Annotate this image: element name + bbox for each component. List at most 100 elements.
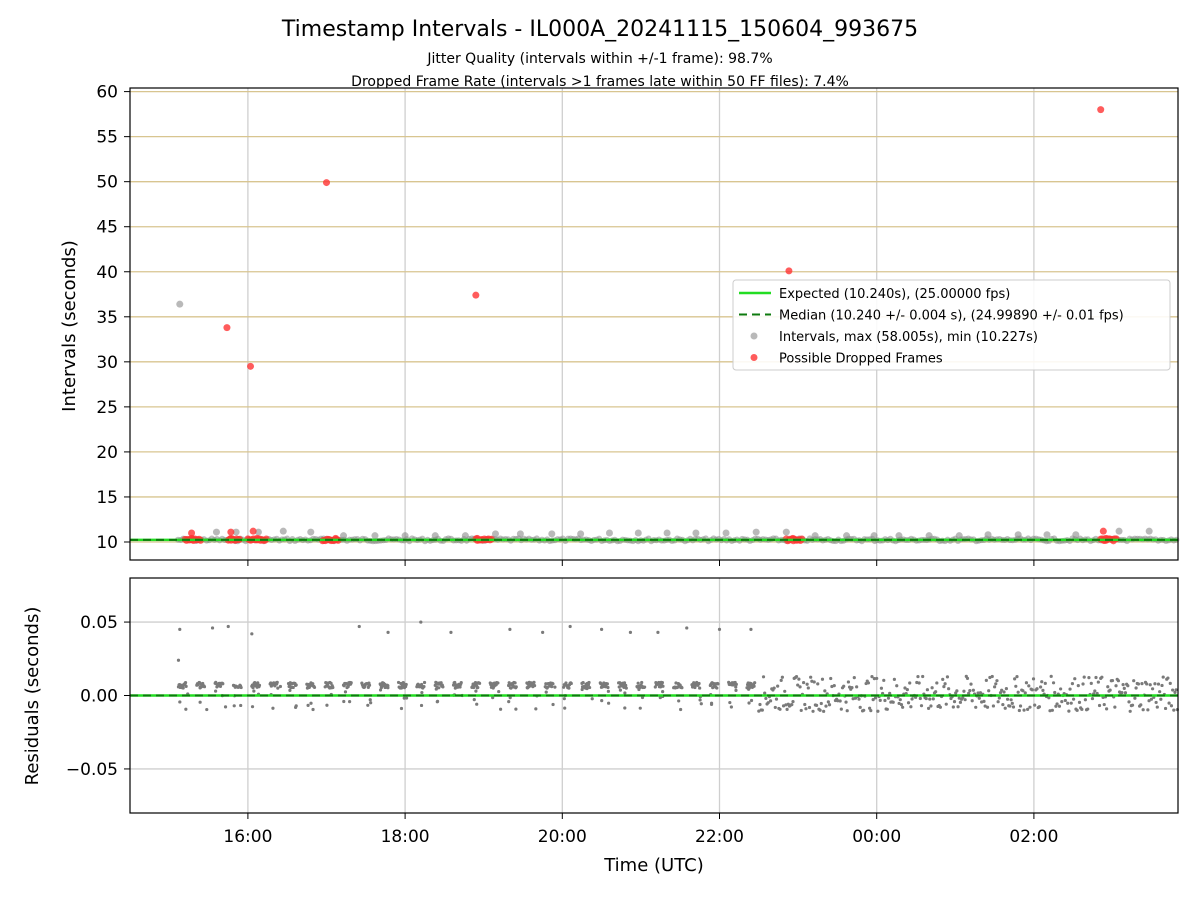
residual-point: [1159, 697, 1163, 701]
residual-point: [931, 697, 935, 701]
interval-point: [843, 532, 851, 540]
residual-point: [435, 700, 439, 704]
residual-point: [919, 704, 924, 708]
residuals-y-axis-label: Residuals (seconds): [22, 607, 43, 786]
residual-point: [590, 697, 594, 701]
residual-point: [891, 700, 895, 704]
residual-point: [1009, 698, 1013, 702]
residual-point: [232, 704, 236, 708]
residual-point: [998, 691, 1003, 695]
residual-point: [1080, 707, 1084, 711]
residual-point: [1057, 704, 1062, 708]
residual-point: [312, 685, 317, 690]
residual-point: [820, 677, 825, 681]
interval-point: [634, 529, 642, 537]
residual-point: [878, 698, 882, 702]
residual-point: [550, 685, 554, 689]
interval-point: [401, 532, 409, 540]
residual-point: [383, 685, 387, 690]
residual-point: [1136, 682, 1141, 686]
residual-point: [991, 704, 996, 708]
residual-point: [764, 696, 768, 701]
residual-point: [325, 703, 329, 707]
interval-point: [663, 529, 671, 537]
interval-point: [212, 528, 220, 536]
residual-point: [993, 685, 997, 689]
residual-point: [1130, 703, 1135, 707]
residual-point: [892, 677, 896, 681]
residual-point: [938, 705, 942, 709]
residual-point: [799, 708, 803, 713]
residual-point: [218, 684, 223, 689]
residual-point: [977, 696, 981, 700]
residual-point: [474, 681, 478, 685]
intervals-y-tick-label: 40: [96, 263, 118, 283]
residual-point: [1067, 709, 1071, 713]
residual-point: [885, 707, 889, 711]
residual-point: [955, 689, 959, 693]
residual-point: [934, 690, 938, 694]
interval-point: [516, 530, 524, 538]
residual-point: [1016, 690, 1020, 694]
residual-point: [1166, 676, 1170, 680]
residual-point: [640, 680, 644, 685]
residual-point: [1005, 697, 1010, 701]
residual-point: [1059, 687, 1063, 691]
residual-outlier-point: [250, 632, 254, 636]
residual-point: [437, 686, 441, 690]
residual-point: [205, 707, 209, 712]
x-tick-label: 22:00: [695, 827, 744, 847]
residual-point: [1038, 685, 1043, 689]
residual-point: [1003, 706, 1007, 710]
residual-outlier-point: [685, 626, 689, 630]
x-tick-label: 00:00: [852, 827, 901, 847]
residual-point: [680, 686, 684, 690]
residual-point: [943, 682, 947, 686]
residual-point: [1150, 687, 1155, 691]
residual-point: [1068, 687, 1072, 691]
residual-point: [514, 707, 518, 711]
residual-point: [945, 675, 950, 679]
residual-point: [916, 674, 920, 679]
residual-point: [1149, 697, 1154, 701]
residual-point: [941, 677, 945, 681]
intervals-y-axis-label: Intervals (seconds): [59, 240, 80, 412]
residual-point: [839, 707, 843, 711]
intervals-y-tick-label: 20: [96, 443, 118, 463]
residual-point: [1017, 708, 1021, 713]
residual-point: [499, 707, 503, 711]
residual-point: [698, 698, 702, 702]
residual-outlier-point: [226, 624, 230, 629]
residual-point: [806, 686, 810, 690]
residual-point: [995, 679, 999, 683]
residual-point: [908, 681, 912, 685]
residual-point: [1116, 679, 1120, 683]
residual-point: [768, 699, 773, 703]
residual-point: [758, 702, 762, 707]
residual-outlier-point: [419, 620, 423, 624]
residual-point: [811, 709, 815, 713]
interval-point: [232, 528, 240, 536]
legend-entry-label: Median (10.240 +/- 0.004 s), (24.99890 +…: [779, 309, 1124, 324]
interval-point: [307, 528, 315, 536]
residual-point: [643, 685, 647, 689]
residual-point: [183, 680, 188, 685]
residual-point: [852, 676, 856, 680]
residual-point: [814, 703, 819, 707]
residual-point: [271, 706, 275, 710]
residual-point: [906, 701, 911, 705]
x-tick-label: 18:00: [381, 827, 430, 847]
residual-point: [872, 677, 876, 681]
residual-point: [873, 696, 878, 700]
residual-point: [1011, 705, 1016, 709]
residual-point: [1051, 681, 1056, 685]
residual-point: [349, 681, 353, 685]
residual-point: [1087, 675, 1091, 680]
residual-point: [728, 700, 732, 705]
residual-point: [1076, 684, 1080, 688]
residual-point: [766, 701, 770, 705]
residual-point: [827, 703, 832, 707]
residual-point: [459, 681, 463, 685]
residual-point: [1127, 700, 1131, 704]
residual-point: [532, 684, 537, 688]
